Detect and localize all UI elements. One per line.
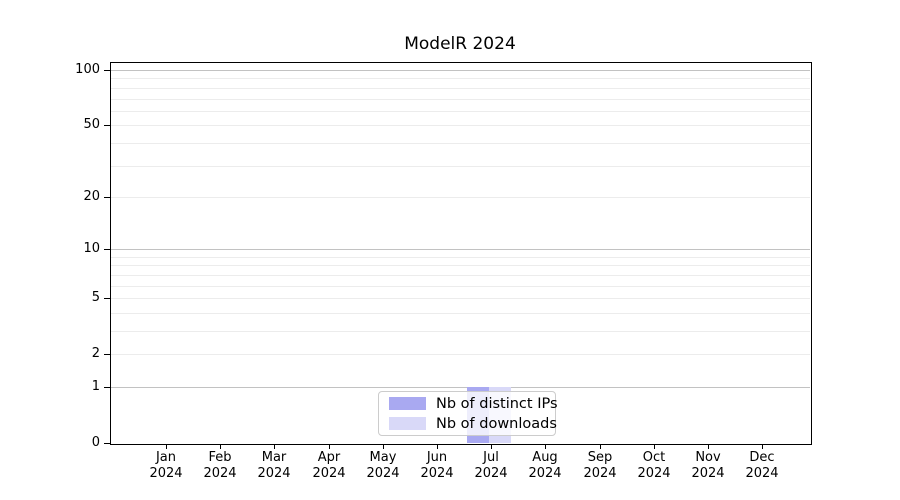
gridline-minor bbox=[111, 298, 810, 300]
y-tick-label: 10 bbox=[83, 241, 100, 256]
x-tick-label: Jun 2024 bbox=[420, 450, 454, 481]
x-tick-mark bbox=[274, 444, 275, 449]
y-tick-mark bbox=[104, 298, 111, 299]
gridline-major bbox=[111, 70, 810, 71]
y-tick-mark bbox=[104, 70, 111, 71]
gridline-minor bbox=[111, 142, 810, 144]
gridline-minor bbox=[111, 98, 810, 100]
gridline-minor bbox=[111, 125, 810, 127]
y-tick-mark bbox=[104, 443, 111, 444]
y-tick-mark bbox=[104, 354, 111, 355]
x-tick-mark bbox=[220, 444, 221, 449]
x-tick-label: Jul 2024 bbox=[474, 450, 508, 481]
x-tick-mark bbox=[166, 444, 167, 449]
gridline-minor bbox=[111, 87, 810, 89]
y-tick-mark bbox=[104, 249, 111, 250]
y-tick-label: 20 bbox=[83, 189, 100, 204]
x-tick-label: Dec 2024 bbox=[745, 450, 779, 481]
x-tick-label: Jan 2024 bbox=[149, 450, 183, 481]
legend-row-distinct-ips: Nb of distinct IPs bbox=[387, 396, 558, 412]
gridline-minor bbox=[111, 312, 810, 314]
gridline-major bbox=[111, 249, 810, 251]
gridline-minor bbox=[111, 256, 810, 258]
x-tick-mark bbox=[654, 444, 655, 449]
legend-row-downloads: Nb of downloads bbox=[387, 416, 557, 432]
legend-swatch-downloads bbox=[389, 417, 426, 430]
x-tick-label: Feb 2024 bbox=[203, 450, 237, 481]
plot-area bbox=[110, 62, 812, 445]
gridline-minor bbox=[111, 265, 810, 267]
x-tick-mark bbox=[545, 444, 546, 449]
x-tick-mark bbox=[600, 444, 601, 449]
gridline-minor bbox=[111, 331, 810, 332]
gridline-minor bbox=[111, 165, 810, 167]
y-tick-label: 0 bbox=[91, 435, 100, 450]
legend-label-distinct-ips: Nb of distinct IPs bbox=[436, 395, 558, 412]
y-tick-label: 2 bbox=[91, 346, 100, 361]
legend-swatch-distinct-ips bbox=[389, 397, 426, 410]
legend: Nb of distinct IPs Nb of downloads bbox=[378, 391, 558, 436]
x-tick-mark bbox=[708, 444, 709, 449]
x-tick-label: May 2024 bbox=[366, 450, 400, 481]
gridline-minor bbox=[111, 78, 810, 80]
gridline-minor bbox=[111, 196, 810, 198]
x-tick-label: Apr 2024 bbox=[312, 450, 346, 481]
gridline-minor bbox=[111, 274, 810, 276]
y-tick-mark bbox=[104, 125, 111, 126]
chart-title: ModelR 2024 bbox=[404, 34, 516, 54]
x-tick-mark bbox=[329, 444, 330, 449]
y-tick-mark bbox=[104, 197, 111, 198]
y-tick-label: 50 bbox=[83, 117, 100, 132]
x-tick-label: Mar 2024 bbox=[257, 450, 291, 481]
x-tick-mark bbox=[491, 444, 492, 449]
gridline-minor bbox=[111, 285, 810, 287]
x-tick-mark bbox=[762, 444, 763, 449]
x-tick-label: Aug 2024 bbox=[528, 450, 562, 481]
x-tick-mark bbox=[383, 444, 384, 449]
x-tick-label: Nov 2024 bbox=[691, 450, 725, 481]
y-tick-label: 5 bbox=[91, 290, 100, 305]
y-tick-mark bbox=[104, 387, 111, 388]
gridline-major bbox=[111, 387, 810, 388]
legend-label-downloads: Nb of downloads bbox=[436, 415, 557, 432]
gridline-minor bbox=[111, 354, 810, 356]
y-tick-label: 1 bbox=[91, 379, 100, 394]
gridline-minor bbox=[111, 110, 810, 112]
y-tick-label: 100 bbox=[75, 62, 100, 77]
x-tick-label: Oct 2024 bbox=[637, 450, 671, 481]
x-tick-mark bbox=[437, 444, 438, 449]
x-tick-label: Sep 2024 bbox=[583, 450, 617, 481]
